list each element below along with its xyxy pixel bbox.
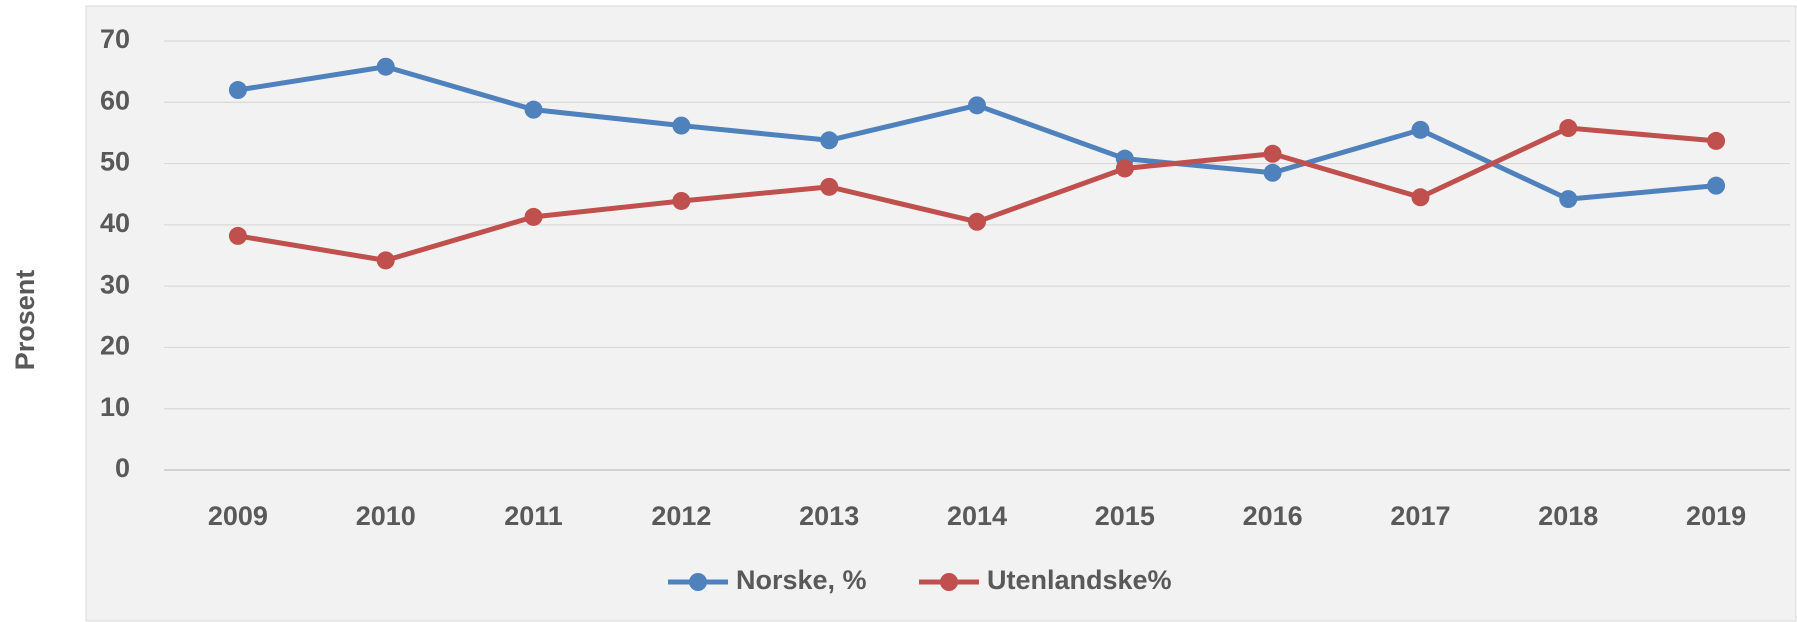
y-tick-label: 50 [100,147,130,177]
data-point [1707,131,1726,150]
x-tick-label: 2011 [504,501,563,531]
data-point [968,212,986,231]
x-tick-label: 2015 [1095,501,1155,531]
data-point [672,191,691,210]
data-point [1263,163,1282,182]
y-tick-label: 70 [100,24,130,54]
data-point [672,116,691,135]
data-point [376,251,395,270]
x-tick-label: 2016 [1243,501,1303,531]
legend-marker [940,573,958,591]
y-tick-label: 60 [100,85,130,115]
x-tick-label: 2013 [799,501,859,531]
y-tick-label: 30 [100,269,130,299]
data-point [968,96,986,115]
y-tick-label: 0 [115,453,130,483]
legend-marker [689,573,707,591]
y-axis-label: Prosent [10,270,40,371]
data-point [1411,188,1430,207]
data-point [376,57,395,76]
chart-area [85,5,1797,622]
legend-label: Norske, % [736,565,867,595]
data-point [1263,144,1282,163]
data-point [228,226,247,245]
x-tick-label: 2010 [356,501,416,531]
x-tick-label: 2017 [1390,501,1450,531]
data-point [1559,119,1578,138]
data-point [1411,120,1430,139]
x-tick-label: 2014 [947,501,1007,531]
legend-label: Utenlandske% [987,565,1172,595]
y-tick-label: 10 [100,392,130,422]
data-point [1115,159,1134,178]
data-point [820,177,839,196]
data-point [524,207,543,226]
y-tick-label: 20 [100,331,130,361]
data-point [1707,176,1726,195]
y-tick-label: 40 [100,208,130,238]
x-tick-label: 2018 [1538,501,1598,531]
x-tick-label: 2012 [651,501,711,531]
data-point [1559,190,1578,209]
data-point [820,131,839,150]
x-tick-label: 2009 [208,501,268,531]
x-tick-label: 2019 [1686,501,1746,531]
data-point [524,100,543,119]
data-point [228,81,247,100]
